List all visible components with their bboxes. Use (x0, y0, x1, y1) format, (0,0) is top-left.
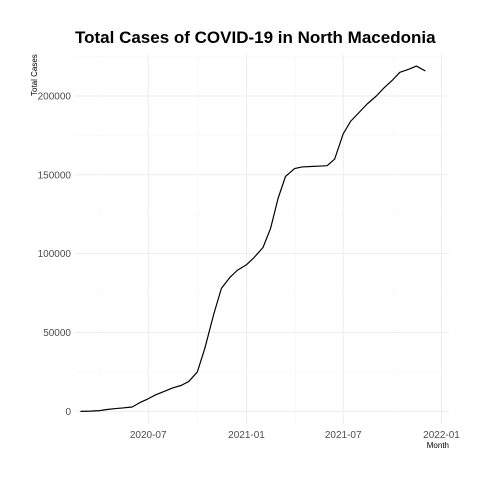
x-tick-label: 2021-07 (325, 430, 362, 441)
x-tick-label: 2021-01 (228, 430, 265, 441)
y-tick-label: 200000 (38, 92, 72, 103)
series-line-total-cases (80, 65, 426, 412)
axes: 0 50000 100000 150000 200000 2020-07 2021-01 20… (38, 92, 461, 442)
y-tick-label: 150000 (38, 170, 72, 181)
chart-title: Total Cases of COVID-19 in North Macedon… (75, 28, 436, 47)
x-axis-title: Month (427, 441, 449, 450)
x-tick-label: 2020-07 (130, 430, 167, 441)
y-tick-label: 0 (65, 407, 71, 418)
x-tick-label: 2022-01 (423, 430, 460, 441)
series (80, 65, 426, 412)
grid (75, 55, 449, 424)
y-tick-label: 100000 (38, 249, 72, 260)
y-tick-label: 50000 (43, 328, 71, 339)
y-axis-title: Total Cases (30, 54, 39, 96)
